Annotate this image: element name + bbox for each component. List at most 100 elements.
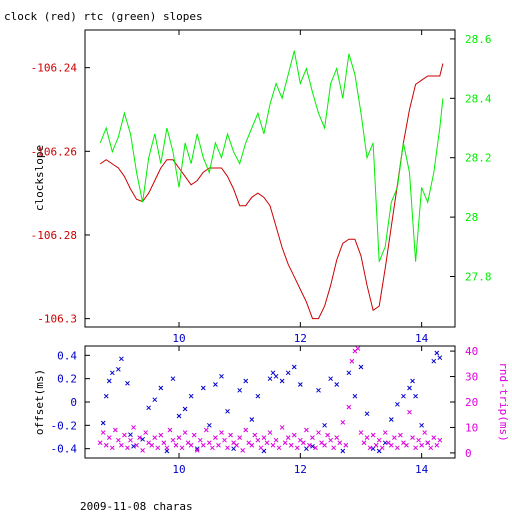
bottom-series-0-point-42 <box>334 382 340 387</box>
bottom-series-1-point-33 <box>197 437 203 443</box>
bottom-series-0-point-43 <box>340 448 346 454</box>
bottom-series-1-point-24 <box>170 437 176 443</box>
bottom-series-1-point-41 <box>222 437 227 443</box>
top-y2-ticks: 27.8 28 28.2 28.4 28.6 <box>450 33 492 284</box>
top-y-tick-label-3: -106.3 <box>37 313 77 326</box>
bottom-series-0-point-25 <box>237 387 243 393</box>
bottom-series-0-point-1 <box>103 393 109 399</box>
bottom-series-1-point-112 <box>437 437 443 443</box>
bottom-series-0-point-61 <box>437 355 443 361</box>
bottom-series-1-point-90 <box>370 432 376 438</box>
bottom-series-1-point-56 <box>267 430 273 435</box>
top-series-line-1 <box>99 50 444 262</box>
bottom-series-1-point-23 <box>167 427 173 433</box>
bottom-series-1-point-60 <box>279 425 285 430</box>
bottom-y-tick-label-3: -0.2 <box>51 419 78 432</box>
bottom-series-1-point-101 <box>404 442 409 448</box>
bottom-y-tick-label-1: 0.2 <box>57 373 77 386</box>
bottom-series-1-point-96 <box>388 442 394 448</box>
bottom-series-1-point-102 <box>407 409 412 415</box>
bottom-series-0-point-9 <box>140 436 145 442</box>
bottom-series-0-point-54 <box>407 385 412 391</box>
bottom-series-1-point-47 <box>240 448 246 453</box>
bottom-series-1-point-19 <box>155 445 161 451</box>
bottom-series-0-point-10 <box>146 405 152 411</box>
bottom-x-tick-label-1: 12 <box>294 463 307 476</box>
bottom-series-1-point-18 <box>152 435 158 440</box>
top-series-line-0 <box>99 63 444 320</box>
bottom-series-1-point-6 <box>116 437 121 443</box>
bottom-series-1-point-82 <box>346 404 352 410</box>
top-series-group <box>99 50 444 320</box>
bottom-series-1-point-2 <box>103 442 109 448</box>
bottom-series-1-point-7 <box>119 442 124 448</box>
bottom-series-1-point-105 <box>416 437 421 443</box>
bottom-series-1-point-64 <box>291 432 297 438</box>
bottom-series-1-point-78 <box>334 435 340 440</box>
bottom-series-0-point-19 <box>200 385 206 391</box>
bottom-series-1-point-81 <box>343 442 349 448</box>
top-y-tick-label-2: -106.28 <box>31 229 77 242</box>
bottom-series-1-point-3 <box>106 435 112 440</box>
bottom-series-1-point-35 <box>203 427 209 433</box>
bottom-series-0-point-26 <box>243 378 249 384</box>
bottom-series-1-point-9 <box>125 445 130 451</box>
bottom-series-0-point-23 <box>225 408 230 414</box>
bottom-series-0-point-12 <box>158 385 164 391</box>
bottom-series-1-point-74 <box>322 442 327 448</box>
bottom-series-0-point-16 <box>182 406 188 412</box>
footer-label: 2009-11-08 charas <box>80 500 193 512</box>
bottom-series-1-point-75 <box>325 432 330 438</box>
bottom-series-0-point-34 <box>285 370 291 376</box>
bottom-series-1-point-39 <box>216 442 221 448</box>
bottom-series-0-point-4 <box>116 366 121 372</box>
bottom-series-0-point-22 <box>219 373 224 379</box>
bottom-series-1-point-36 <box>206 440 212 446</box>
top-y-tick-label-0: -106.24 <box>31 62 78 75</box>
chart-title: clock (red) rtc (green) slopes <box>4 10 203 23</box>
bottom-y-tick-label-2: 0 <box>70 396 77 409</box>
bottom-y-ticks: 0.4 0.2 0 -0.2 -0.4 <box>51 349 90 456</box>
bottom-series-1-point-40 <box>219 430 224 435</box>
bottom-x-tick-label-2: 14 <box>415 463 429 476</box>
bottom-series-0-point-7 <box>128 432 133 438</box>
bottom-series-0-point-6 <box>125 380 130 386</box>
bottom-series-1-point-72 <box>316 430 321 435</box>
bottom-series-1-point-92 <box>376 437 382 443</box>
bottom-y2-label: rnd-trip(ms) <box>497 362 510 441</box>
bottom-series-0-point-57 <box>419 422 424 428</box>
bottom-series-1-point-91 <box>373 442 379 448</box>
bottom-series-1-point-51 <box>252 432 258 438</box>
bottom-y2-tick-label-1: 30 <box>465 371 478 384</box>
bottom-series-0-point-35 <box>291 364 297 370</box>
bottom-series-1-point-48 <box>243 427 249 433</box>
bottom-series-1-point-68 <box>304 427 309 433</box>
bottom-series-1-point-10 <box>128 437 133 443</box>
bottom-series-1-point-88 <box>364 435 370 440</box>
bottom-series-0-point-33 <box>279 378 285 384</box>
bottom-series-1-point-13 <box>137 435 142 440</box>
bottom-series-0-point-51 <box>388 417 394 422</box>
bottom-series-1-point-38 <box>213 435 218 440</box>
top-plot-frame <box>84 29 456 328</box>
bottom-series-1-point-12 <box>134 442 139 448</box>
top-y2-tick-label-4: 28.6 <box>465 33 492 46</box>
bottom-series-1-point-4 <box>109 445 115 451</box>
bottom-series-1-point-17 <box>149 442 155 448</box>
bottom-series-0-point-27 <box>249 417 255 422</box>
bottom-series-1-point-30 <box>188 442 194 448</box>
bottom-series-1-point-85 <box>355 346 361 351</box>
bottom-series-1-point-70 <box>310 435 315 440</box>
bottom-series-1-point-80 <box>340 420 346 425</box>
bottom-series-1-point-86 <box>358 430 364 435</box>
top-x-tick-label-2: 14 <box>415 332 429 345</box>
bottom-series-1-point-1 <box>100 430 106 435</box>
top-y2-tick-label-2: 28.2 <box>465 152 492 165</box>
top-panel: clockslope 10 12 14 -106.24-106.26-106.28-… <box>31 29 492 345</box>
bottom-series-0-point-47 <box>364 411 370 417</box>
bottom-series-1-point-53 <box>258 445 264 451</box>
bottom-y2-tick-label-4: 0 <box>465 447 472 460</box>
bottom-series-0-point-11 <box>152 397 158 403</box>
bottom-x-ticks: 10 12 14 <box>172 346 429 476</box>
bottom-series-1-point-67 <box>301 440 306 446</box>
